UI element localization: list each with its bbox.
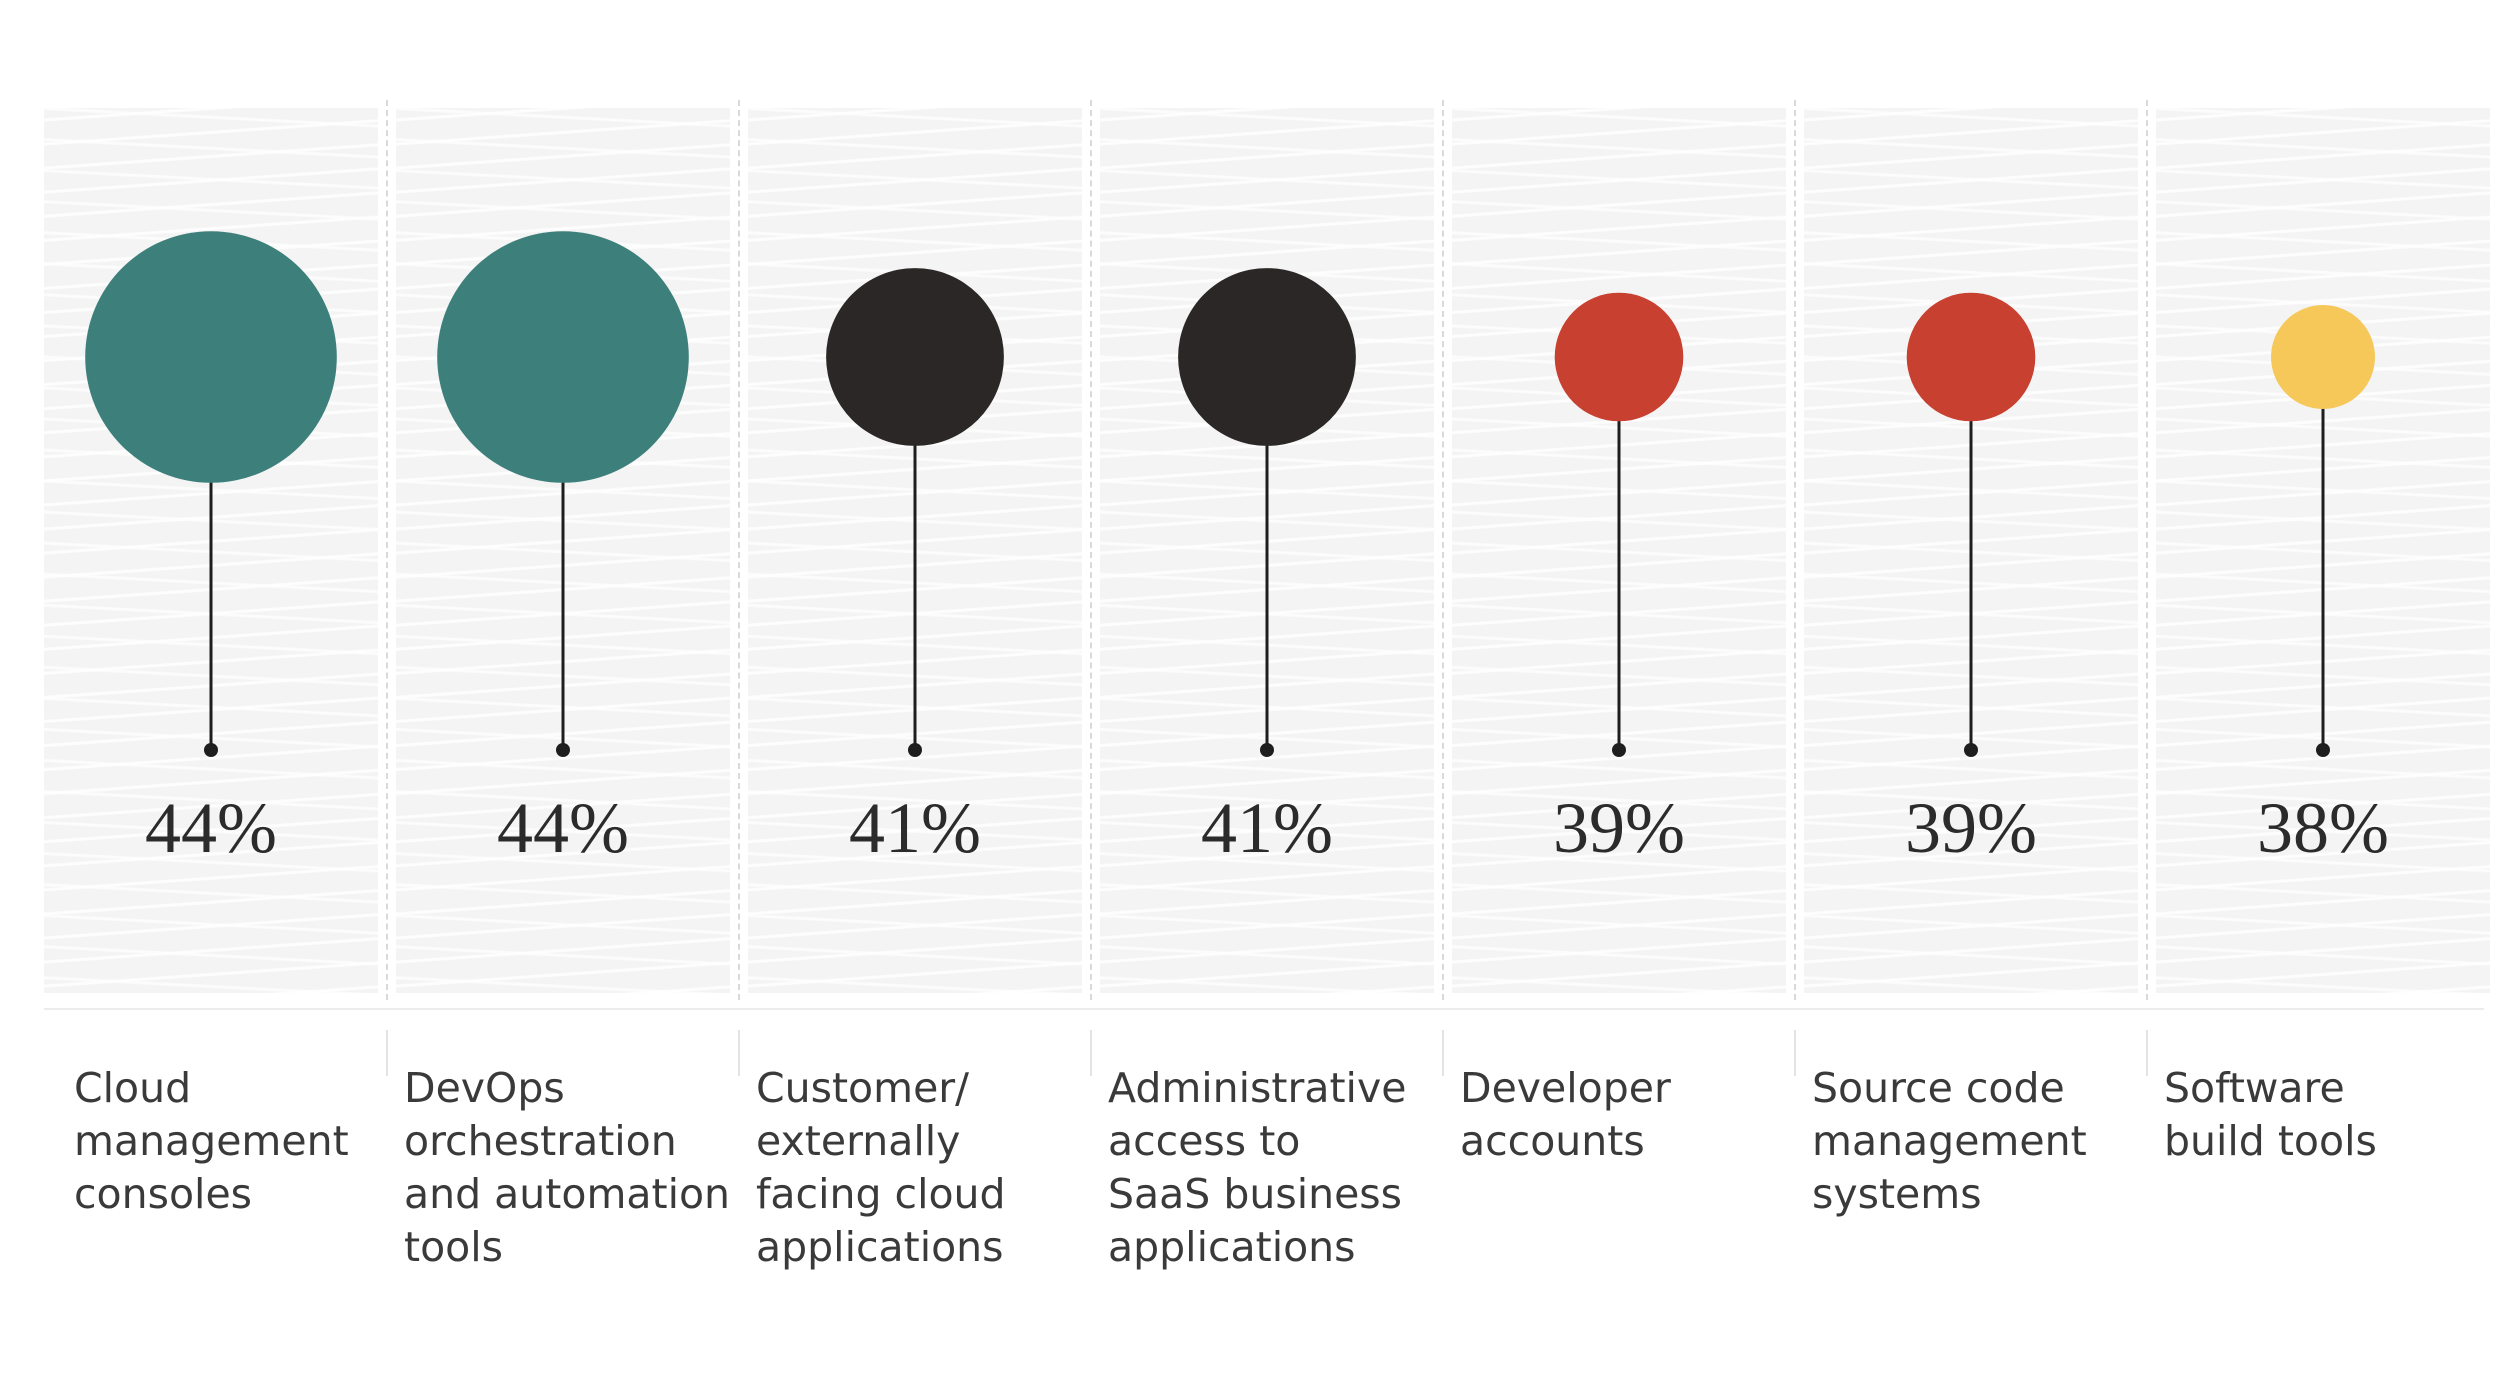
column-panel — [748, 108, 1082, 993]
value-label: 41% — [849, 788, 981, 868]
stem-end-dot — [204, 743, 218, 757]
value-label: 41% — [1201, 788, 1333, 868]
column-divider — [386, 100, 388, 1000]
stem-end-dot — [1964, 743, 1978, 757]
label-divider — [738, 1030, 740, 1076]
bubble-mark — [1906, 292, 2036, 422]
column-divider — [738, 100, 740, 1000]
bubble-mark — [826, 268, 1004, 446]
column-divider — [1794, 100, 1796, 1000]
value-label: 38% — [2257, 788, 2389, 868]
stem-end-dot — [556, 743, 570, 757]
category-label: Source code management systems — [1812, 1064, 2087, 1218]
category-label: Cloud management consoles — [74, 1064, 349, 1218]
column-divider — [2146, 100, 2148, 1000]
category-label: DevOps orchestration and automation tool… — [404, 1064, 731, 1271]
category-label: Administrative access to SaaS business a… — [1108, 1064, 1407, 1271]
column-divider — [1090, 100, 1092, 1000]
stem-end-dot — [1260, 743, 1274, 757]
stem-end-dot — [1612, 743, 1626, 757]
label-divider — [386, 1030, 388, 1076]
value-label: 44% — [497, 788, 629, 868]
value-label: 39% — [1905, 788, 2037, 868]
bubble-mark — [437, 231, 689, 483]
label-divider — [1090, 1030, 1092, 1076]
bubble-mark — [1178, 268, 1356, 446]
value-label: 44% — [145, 788, 277, 868]
bubble-mark — [85, 231, 337, 483]
label-divider — [1442, 1030, 1444, 1076]
category-label: Developer accounts — [1460, 1064, 1671, 1165]
label-divider — [2146, 1030, 2148, 1076]
bubble-mark — [1554, 292, 1684, 422]
stem-end-dot — [2316, 743, 2330, 757]
value-label: 39% — [1553, 788, 1685, 868]
category-label: Software build tools — [2164, 1064, 2377, 1165]
baseline-rule — [44, 1008, 2484, 1010]
category-label: Customer/ externally facing cloud applic… — [756, 1064, 1006, 1271]
label-divider — [1794, 1030, 1796, 1076]
column-divider — [1442, 100, 1444, 1000]
column-panel — [1100, 108, 1434, 993]
bubble-mark — [2271, 305, 2375, 409]
stem-end-dot — [908, 743, 922, 757]
